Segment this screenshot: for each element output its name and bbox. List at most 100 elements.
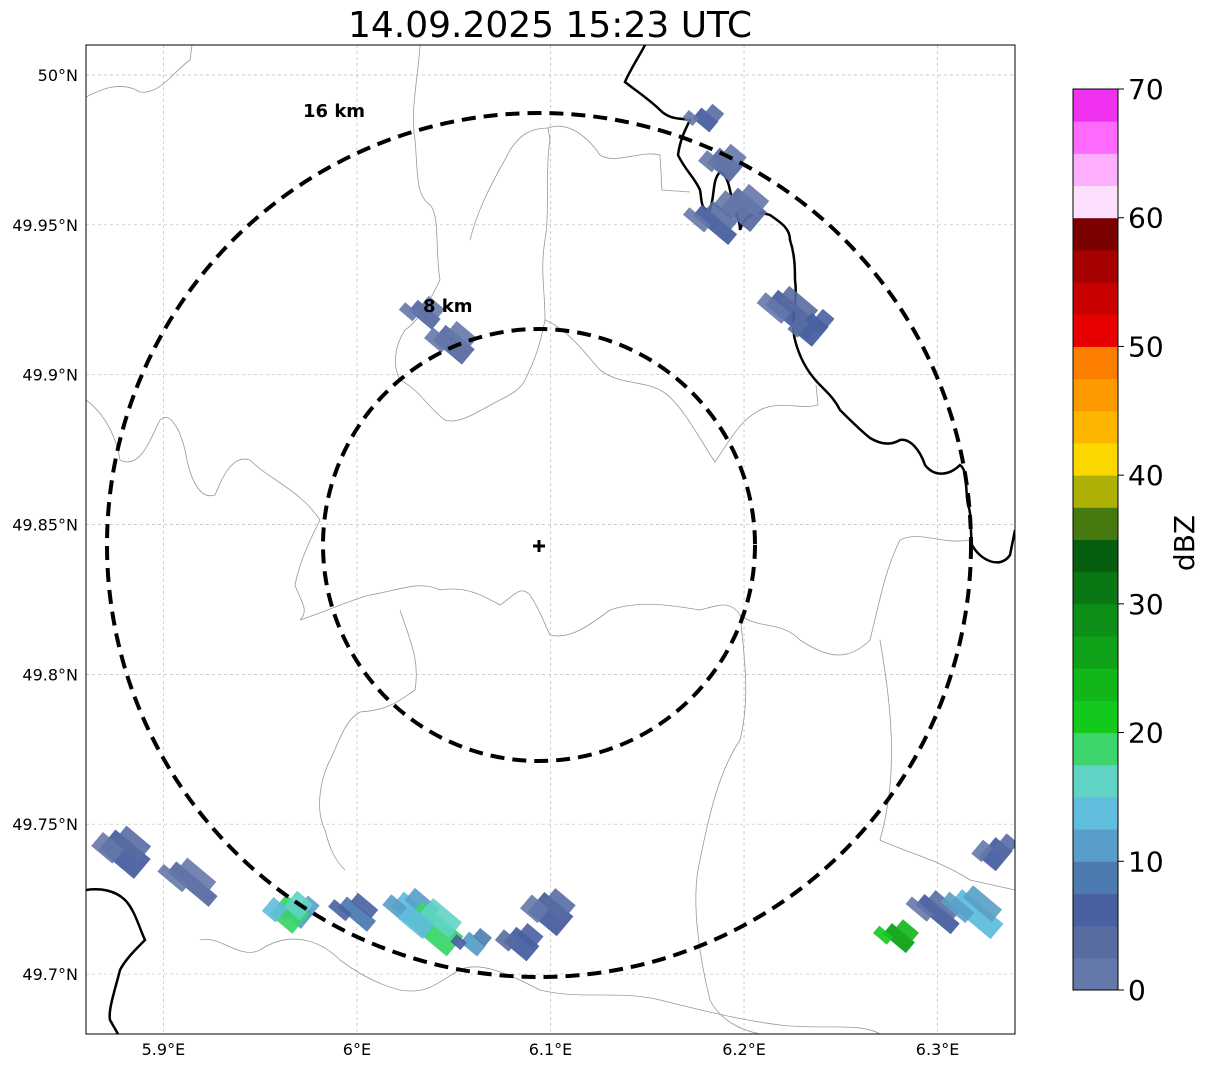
- colorbar-segment: [1073, 410, 1118, 444]
- echo-gate: [472, 927, 492, 947]
- colorbar-segment: [1073, 185, 1118, 219]
- lat-tick-label: 50°N: [38, 66, 78, 85]
- echo-gate: [706, 147, 743, 183]
- colorbar-frame: [1072, 88, 1119, 991]
- echo-gate: [424, 327, 451, 353]
- colorbar-segment: [1073, 346, 1118, 380]
- echo-gate: [713, 190, 743, 219]
- echo-gate: [541, 888, 576, 922]
- range-ring-8km: [321, 327, 757, 763]
- echo-gate: [397, 904, 435, 940]
- colorbar-segment: [1073, 764, 1118, 798]
- echo-gate: [971, 839, 994, 863]
- range-ring-16km: [105, 111, 973, 979]
- echo-gate: [682, 110, 699, 127]
- colorbar-segment: [1073, 442, 1118, 476]
- echo-cell: [683, 200, 738, 245]
- echo-gate: [261, 897, 288, 923]
- echo-gate: [692, 204, 738, 245]
- echo-gate: [949, 889, 1004, 940]
- echo-gate: [705, 200, 738, 231]
- colorbar-segment: [1073, 668, 1118, 701]
- lon-tick-label: 5.9°E: [142, 1040, 186, 1059]
- colorbar-label: dBZ: [1168, 515, 1201, 571]
- municipal-boundaries: [86, 45, 1015, 1034]
- echo-gate: [962, 885, 1003, 922]
- echo-gate: [180, 857, 217, 891]
- echo-cell: [91, 825, 152, 879]
- echo-gate: [895, 919, 919, 942]
- echo-cell: [397, 897, 464, 957]
- echo-cell: [398, 295, 445, 330]
- colorbar-segment: [1073, 89, 1118, 122]
- echo-gate: [882, 923, 915, 954]
- echo-gate: [328, 899, 352, 922]
- echo-gate: [705, 103, 725, 123]
- figure-title: 14.09.2025 15:23 UTC: [348, 5, 752, 46]
- echo-gate: [157, 863, 189, 893]
- echo-gate: [419, 897, 463, 939]
- colorbar-segment: [1073, 571, 1118, 605]
- lat-tick-label: 49.9°N: [22, 366, 78, 385]
- colorbar-tick-label: 10: [1128, 845, 1164, 878]
- echo-gate: [692, 107, 719, 133]
- colorbar-segment: [1073, 539, 1118, 573]
- colorbar-segment: [1073, 925, 1118, 959]
- lat-tick-label: 49.8°N: [22, 665, 78, 684]
- echo-gate: [408, 299, 441, 330]
- colorbar-segment: [1073, 314, 1118, 347]
- echo-gate: [421, 295, 445, 318]
- echo-cell: [450, 927, 492, 957]
- echo-gate: [787, 315, 810, 338]
- echo-gate: [698, 150, 721, 173]
- colorbar-segment: [1073, 603, 1118, 637]
- colorbar-segment: [1073, 475, 1118, 508]
- echo-gate: [756, 292, 791, 324]
- colorbar-segment: [1073, 861, 1118, 894]
- colorbar-segment: [1073, 700, 1118, 734]
- echo-gate: [503, 926, 540, 962]
- echo-gate: [993, 833, 1015, 860]
- echo-gate: [91, 831, 125, 864]
- echo-gate: [450, 934, 467, 951]
- echo-cell: [787, 308, 835, 347]
- colorbar-segment: [1073, 282, 1118, 315]
- echo-gate: [809, 308, 835, 335]
- colorbar-segment: [1073, 732, 1118, 766]
- colorbar-tick-label: 20: [1128, 717, 1164, 750]
- echo-gate: [398, 302, 419, 322]
- echo-cell: [713, 183, 770, 233]
- echo-cell: [682, 103, 725, 133]
- lon-tick-label: 6.2°E: [722, 1040, 766, 1059]
- range-rings: [105, 111, 973, 979]
- colorbar-tick-label: 0: [1128, 974, 1146, 1007]
- echo-gate: [494, 929, 518, 952]
- axis-tick-labels: 5.9°E 6°E 6.1°E 6.2°E 6.3°E 50°N 49.95°N 49.9°N…: [12, 66, 959, 1059]
- colorbar-segment: [1073, 893, 1118, 927]
- colorbar-segment: [1073, 507, 1118, 540]
- colorbar-tick-label: 30: [1128, 588, 1164, 621]
- echo-cell: [157, 857, 218, 907]
- echo-cell: [940, 885, 1004, 940]
- echo-gate: [905, 896, 934, 922]
- colorbar-segment: [1073, 957, 1118, 991]
- echo-gate: [873, 925, 894, 945]
- colorbar-tick-label: 50: [1128, 330, 1164, 363]
- colorbar-tick-label: 40: [1128, 459, 1164, 492]
- echo-gate: [167, 861, 218, 907]
- colorbar-segment: [1073, 796, 1118, 830]
- echo-cell: [520, 888, 576, 937]
- echo-gate: [337, 896, 377, 932]
- colorbar-tick-label: 70: [1128, 73, 1164, 106]
- colorbar-segment: [1073, 249, 1118, 283]
- echo-cell: [328, 892, 379, 932]
- echo-cell: [494, 922, 544, 962]
- echo-gate: [940, 891, 975, 924]
- echo-gate: [915, 893, 960, 935]
- lat-tick-label: 49.95°N: [12, 216, 78, 235]
- lat-tick-label: 49.85°N: [12, 516, 78, 535]
- national-border: [86, 45, 1015, 1034]
- colorbar-segment: [1073, 378, 1118, 412]
- echo-gate: [683, 207, 711, 233]
